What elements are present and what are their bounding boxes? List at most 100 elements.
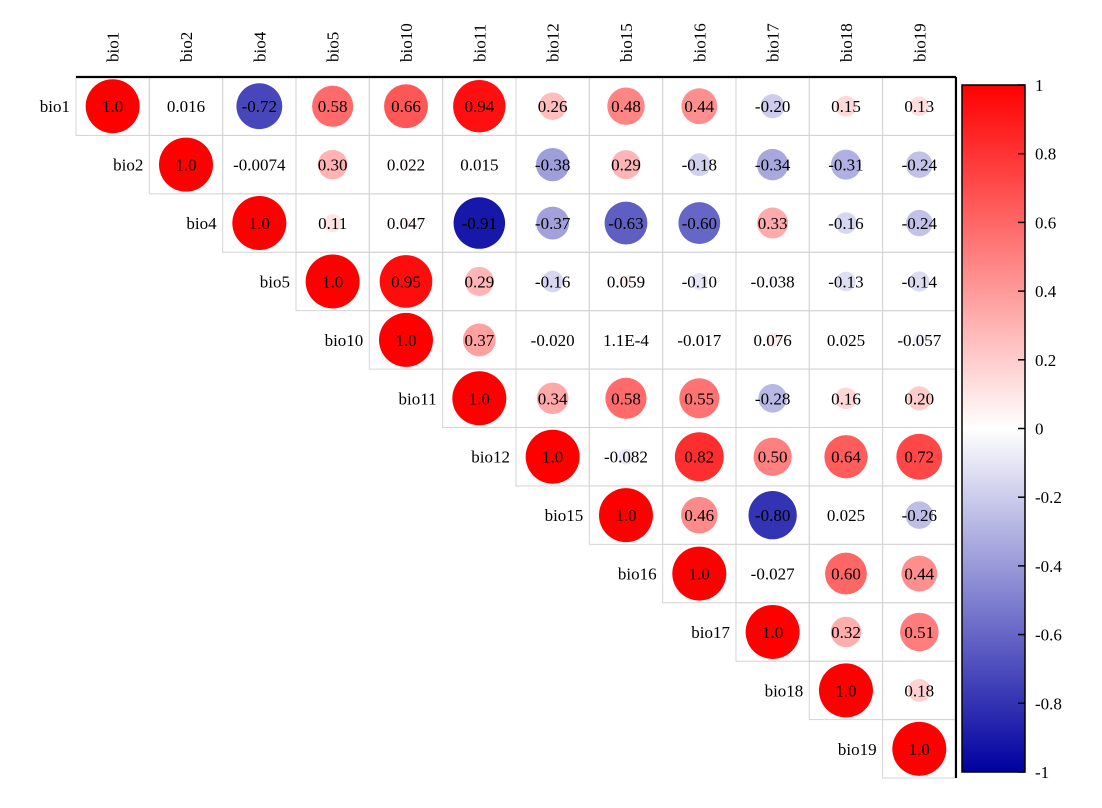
correlation-cells: 1.0 0.016 -0.72 0.58 0.66 0.94 0.26 0.48 0.44 -0.… [85, 79, 947, 776]
column-label: bio12 [544, 23, 563, 62]
colorbar-tick-label: -0.2 [1035, 488, 1062, 507]
correlation-value: 0.016 [167, 97, 205, 116]
correlation-value: 0.44 [684, 97, 714, 116]
correlation-value: 0.025 [827, 506, 865, 525]
correlation-value: 1.0 [469, 389, 490, 408]
correlation-circle [401, 160, 410, 169]
correlation-value: -0.13 [828, 272, 863, 291]
correlation-value: 0.64 [831, 448, 861, 467]
correlation-circle [835, 387, 857, 410]
correlation-value: -0.16 [535, 272, 570, 291]
column-label: bio11 [470, 24, 489, 62]
correlation-circle [909, 96, 930, 116]
correlation-circle [604, 201, 648, 245]
correlation-circle [687, 153, 711, 177]
column-labels: bio1 bio2 bio4 bio5 bio10 bio11 bio12 bio15 bio1… [104, 23, 930, 62]
correlation-circle [605, 377, 647, 419]
correlation-circle [906, 209, 933, 237]
correlation-value: 0.33 [758, 214, 788, 233]
correlation-value: 1.0 [102, 97, 123, 116]
colorbar-tick-label: -0.6 [1035, 626, 1062, 645]
row-label: bio5 [260, 272, 290, 291]
correlation-circle [753, 437, 792, 476]
colorbar-tick-label: -0.8 [1035, 694, 1062, 713]
correlation-value: 0.50 [758, 448, 788, 467]
correlation-circle [536, 382, 569, 415]
correlation-value: -0.28 [755, 389, 790, 408]
correlation-circle [835, 212, 857, 234]
correlation-circle [85, 79, 140, 134]
correlation-value: -0.20 [755, 97, 790, 116]
colorbar-tick-label: 1 [1035, 76, 1044, 95]
correlation-value: 1.0 [175, 156, 196, 175]
correlation-circle [757, 207, 789, 239]
correlation-circle [598, 488, 653, 543]
column-label: bio19 [910, 23, 929, 62]
correlation-value: -0.38 [535, 156, 570, 175]
correlation-value: 0.94 [464, 97, 494, 116]
correlation-value: -0.24 [902, 214, 938, 233]
correlation-value: -0.72 [242, 97, 277, 116]
correlation-circle [672, 546, 727, 601]
correlation-value: 0.48 [611, 97, 641, 116]
correlation-value: 0.13 [904, 97, 934, 116]
correlation-circle [453, 80, 506, 133]
correlation-value: -0.020 [531, 331, 575, 350]
correlation-circle [765, 332, 781, 348]
correlation-value: 1.0 [835, 681, 856, 700]
correlation-circle [896, 433, 943, 480]
colorbar-tick-label: 0.4 [1035, 282, 1057, 301]
correlation-value: 0.015 [460, 156, 498, 175]
correlation-value: 0.32 [831, 623, 861, 642]
correlation-value: -0.0074 [233, 156, 286, 175]
correlation-circle [824, 435, 868, 479]
correlation-value: 0.29 [611, 156, 641, 175]
correlation-circle [900, 612, 939, 652]
correlation-value: 1.0 [909, 740, 930, 759]
correlation-circle [678, 202, 721, 244]
correlation-circle [760, 94, 785, 119]
correlation-value: 0.82 [684, 448, 714, 467]
correlation-value: 0.58 [611, 389, 641, 408]
correlation-value: 0.26 [538, 97, 568, 116]
correlation-circle [607, 87, 645, 125]
correlation-circle [841, 510, 851, 520]
column-label: bio16 [690, 23, 709, 62]
correlation-circle [836, 271, 856, 292]
correlation-value: 0.076 [754, 331, 792, 350]
correlation-circle [312, 85, 354, 127]
column-label: bio18 [837, 23, 856, 62]
row-label: bio17 [691, 623, 730, 642]
correlation-circle [236, 83, 283, 130]
row-label: bio4 [186, 214, 217, 233]
correlation-value: 0.34 [538, 389, 568, 408]
correlation-circle [317, 149, 348, 180]
correlation-circle [756, 148, 789, 181]
correlation-circle [452, 371, 507, 426]
colorbar: 1 0.8 0.6 0.4 0.2 0 -0.2 -0.4 -0.6 -0.8 -1 [961, 76, 1062, 782]
correlation-circle [538, 92, 567, 120]
row-label: bio19 [838, 740, 877, 759]
correlation-circle [907, 386, 932, 411]
correlation-circle [158, 137, 213, 192]
row-label: bio11 [399, 389, 437, 408]
correlation-circle [453, 197, 506, 249]
correlation-value: 0.29 [464, 272, 494, 291]
correlation-circle [541, 270, 564, 293]
correlation-circle [618, 448, 634, 465]
correlation-value: 1.0 [249, 214, 270, 233]
correlation-value: 0.022 [387, 156, 425, 175]
correlation-circle [680, 496, 718, 534]
correlation-value: 1.0 [542, 448, 563, 467]
correlation-value: -0.60 [682, 214, 717, 233]
correlation-value: -0.26 [902, 506, 937, 525]
correlation-circle [674, 432, 724, 482]
correlation-circle [901, 555, 938, 592]
row-label: bio1 [40, 97, 70, 116]
correlation-value: 1.1E-4 [603, 331, 649, 350]
correlation-value: -0.10 [682, 272, 717, 291]
colorbar-tick-label: 0.2 [1035, 351, 1056, 370]
correlation-value: 0.46 [684, 506, 714, 525]
colorbar-tick-label: 0 [1035, 420, 1044, 439]
